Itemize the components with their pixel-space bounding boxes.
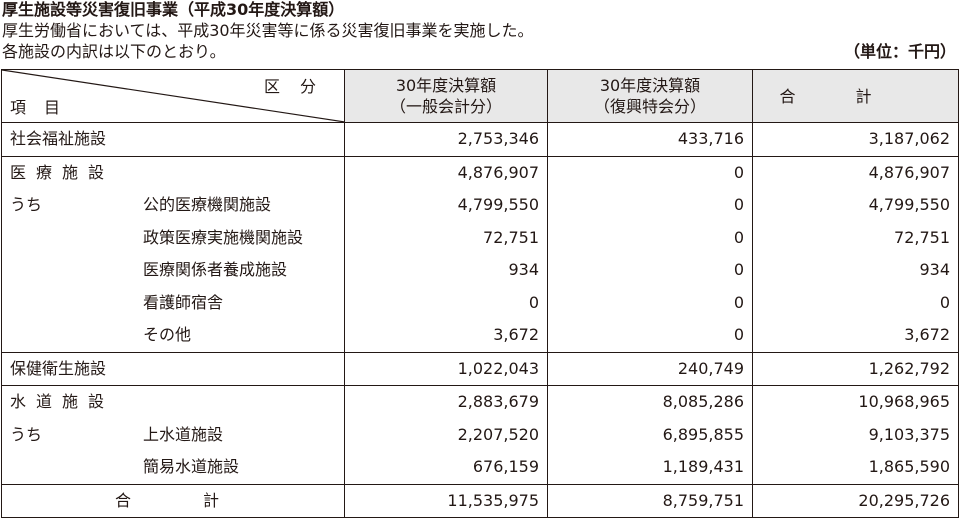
header-total-label: 合計 bbox=[779, 86, 932, 106]
table-row-public-health: 保健衛生施設 1,022,043 240,749 1,262,792 bbox=[1, 351, 959, 386]
total-value: 10,968,965 bbox=[752, 385, 959, 419]
table-header-row: 区分 項目 30年度決算額 （一般会計分） 30年度決算額 （復興特会分） 合計 bbox=[1, 69, 959, 123]
row-sub-label: 医療関係者養成施設 bbox=[143, 260, 288, 280]
row-sub-label: 看護師宿舎 bbox=[143, 292, 224, 312]
general-value: 0 bbox=[344, 286, 548, 319]
general-total-value: 11,535,975 bbox=[344, 483, 548, 518]
reconstruction-value: 0 bbox=[547, 254, 753, 287]
total-value: 1,865,590 bbox=[752, 451, 959, 484]
corner-diagonal-line bbox=[2, 70, 344, 122]
table-row-simple-water: 簡易水道施設 676,159 1,189,431 1,865,590 bbox=[1, 451, 959, 484]
row-main-label: 保健衛生施設 bbox=[10, 358, 107, 378]
general-value: 72,751 bbox=[344, 221, 548, 254]
general-value: 934 bbox=[344, 254, 548, 287]
page-title: 厚生施設等災害復旧事業（平成30年度決算額） bbox=[2, 0, 345, 19]
reconstruction-value: 0 bbox=[547, 319, 753, 352]
total-value: 3,672 bbox=[752, 319, 959, 352]
header-total: 合計 bbox=[752, 69, 959, 123]
row-sub-label: その他 bbox=[143, 325, 192, 345]
reconstruction-value: 240,749 bbox=[547, 351, 753, 386]
row-main-label: 水道施設 bbox=[10, 392, 115, 412]
table-row-medical: 医療施設 4,876,907 0 4,876,907 bbox=[1, 155, 959, 189]
table-row-policy-medical: 政策医療実施機関施設 72,751 0 72,751 bbox=[1, 221, 959, 254]
reconstruction-total-value: 8,759,751 bbox=[547, 483, 753, 518]
general-value: 2,883,679 bbox=[344, 385, 548, 419]
general-value: 4,876,907 bbox=[344, 155, 548, 189]
reconstruction-value: 0 bbox=[547, 221, 753, 254]
total-value: 72,751 bbox=[752, 221, 959, 254]
row-label-cell: 医療関係者養成施設 bbox=[1, 254, 345, 287]
row-main-label: 社会福祉施設 bbox=[10, 129, 107, 149]
total-value: 4,876,907 bbox=[752, 155, 959, 189]
row-label-cell: 社会福祉施設 bbox=[1, 122, 345, 156]
reconstruction-value: 0 bbox=[547, 286, 753, 319]
unit-label: （単位：千円） bbox=[843, 42, 956, 61]
row-main-label: うち bbox=[10, 424, 43, 444]
row-label-cell: 保健衛生施設 bbox=[1, 351, 345, 386]
table-row-water: 水道施設 2,883,679 8,085,286 10,968,965 bbox=[1, 385, 959, 419]
header-item-label: 項目 bbox=[10, 98, 79, 117]
header-corner-cell: 区分 項目 bbox=[1, 69, 345, 123]
row-label-cell: 水道施設 bbox=[1, 385, 345, 419]
row-main-label: 医療施設 bbox=[10, 162, 115, 182]
row-main-label: うち bbox=[10, 195, 43, 215]
total-row-label: 合計 bbox=[115, 490, 292, 510]
header-reconstruction-account: 30年度決算額 （復興特会分） bbox=[547, 69, 753, 123]
header-general-line1: 30年度決算額 bbox=[395, 76, 497, 95]
total-value: 0 bbox=[752, 286, 959, 319]
table-row-water-supply: うち 上水道施設 2,207,520 6,895,855 9,103,375 bbox=[1, 418, 959, 451]
general-value: 676,159 bbox=[344, 451, 548, 484]
reconstruction-value: 6,895,855 bbox=[547, 418, 753, 451]
grand-total-value: 20,295,726 bbox=[752, 483, 959, 518]
table-row-total: 合計 11,535,975 8,759,751 20,295,726 bbox=[1, 483, 959, 518]
table-row-other: その他 3,672 0 3,672 bbox=[1, 319, 959, 352]
table-row-nurse-housing: 看護師宿舎 0 0 0 bbox=[1, 286, 959, 319]
intro-text-line2: 各施設の内訳は以下のとおり。 bbox=[2, 42, 226, 61]
row-label-cell: 政策医療実施機関施設 bbox=[1, 221, 345, 254]
header-general-line2: （一般会計分） bbox=[389, 97, 502, 116]
reconstruction-value: 0 bbox=[547, 189, 753, 222]
table-row-medical-training: 医療関係者養成施設 934 0 934 bbox=[1, 254, 959, 287]
intro-text-line1: 厚生労働省においては、平成30年災害等に係る災害復旧事業を実施した。 bbox=[2, 21, 534, 40]
total-value: 9,103,375 bbox=[752, 418, 959, 451]
total-label-cell: 合計 bbox=[1, 483, 345, 518]
header-reconstruction-line2: （復興特会分） bbox=[593, 97, 706, 116]
header-division-label: 区分 bbox=[263, 77, 336, 96]
row-label-cell: うち 公的医療機関施設 bbox=[1, 189, 345, 222]
total-value: 4,799,550 bbox=[752, 189, 959, 222]
general-value: 4,799,550 bbox=[344, 189, 548, 222]
reconstruction-value: 1,189,431 bbox=[547, 451, 753, 484]
row-label-cell: 簡易水道施設 bbox=[1, 451, 345, 484]
row-sub-label: 上水道施設 bbox=[143, 424, 224, 444]
row-label-cell: 看護師宿舎 bbox=[1, 286, 345, 319]
row-sub-label: 政策医療実施機関施設 bbox=[143, 227, 304, 247]
reconstruction-value: 433,716 bbox=[547, 122, 753, 156]
header-general-account: 30年度決算額 （一般会計分） bbox=[344, 69, 548, 123]
row-sub-label: 簡易水道施設 bbox=[143, 457, 240, 477]
reconstruction-value: 8,085,286 bbox=[547, 385, 753, 419]
total-value: 934 bbox=[752, 254, 959, 287]
row-label-cell: うち 上水道施設 bbox=[1, 418, 345, 451]
general-value: 2,753,346 bbox=[344, 122, 548, 156]
general-value: 2,207,520 bbox=[344, 418, 548, 451]
table-row-social-welfare: 社会福祉施設 2,753,346 433,716 3,187,062 bbox=[1, 122, 959, 156]
row-label-cell: 医療施設 bbox=[1, 155, 345, 189]
total-value: 3,187,062 bbox=[752, 122, 959, 156]
header-reconstruction-line1: 30年度決算額 bbox=[599, 76, 701, 95]
general-value: 3,672 bbox=[344, 319, 548, 352]
total-value: 1,262,792 bbox=[752, 351, 959, 386]
row-sub-label: 公的医療機関施設 bbox=[143, 195, 272, 215]
expenditure-table: 区分 項目 30年度決算額 （一般会計分） 30年度決算額 （復興特会分） 合計… bbox=[1, 69, 959, 518]
row-label-cell: その他 bbox=[1, 319, 345, 352]
general-value: 1,022,043 bbox=[344, 351, 548, 386]
reconstruction-value: 0 bbox=[547, 155, 753, 189]
table-row-public-medical: うち 公的医療機関施設 4,799,550 0 4,799,550 bbox=[1, 189, 959, 222]
